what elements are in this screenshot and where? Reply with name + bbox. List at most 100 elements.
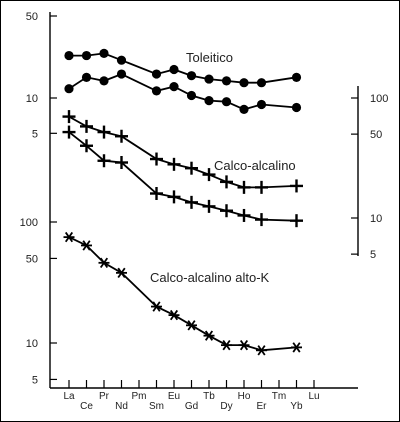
data-point [97, 125, 111, 139]
data-point [203, 330, 215, 341]
data-point [151, 301, 162, 312]
label-toleitico: Toleitico [186, 50, 233, 65]
data-point [185, 195, 198, 209]
data-point [220, 175, 233, 189]
x-tick-label: La [63, 391, 75, 402]
x-tick-label: Er [257, 401, 268, 412]
x-tick-label: Dy [220, 401, 232, 412]
y-tick-label: 100 [20, 217, 38, 229]
data-point [151, 86, 162, 96]
data-point [238, 339, 250, 351]
data-point [169, 64, 179, 75]
data-point [256, 99, 267, 110]
data-point [186, 90, 197, 101]
data-point [98, 257, 110, 269]
data-point [237, 180, 251, 194]
series-layer [62, 48, 303, 356]
data-point [81, 240, 92, 251]
data-point [256, 78, 267, 88]
data-point [290, 179, 303, 193]
data-point [255, 213, 268, 227]
data-point [62, 125, 76, 139]
data-point [115, 129, 128, 143]
y-tick-label: 10 [26, 93, 38, 105]
x-tick-label: Lu [308, 391, 319, 402]
data-point [239, 78, 249, 88]
data-point [256, 345, 267, 356]
y-tick-label: 100 [370, 93, 388, 105]
data-point [221, 339, 232, 351]
data-point [291, 102, 302, 113]
data-point [221, 76, 232, 86]
series-1-0 [62, 110, 303, 194]
data-point [186, 320, 197, 331]
x-tick-label: Gd [185, 401, 198, 412]
y-tick-label: 5 [32, 374, 38, 386]
data-point [62, 110, 76, 124]
data-point [81, 50, 92, 61]
data-point [99, 76, 109, 86]
data-point [221, 97, 232, 107]
y-tick-label: 10 [26, 338, 38, 350]
data-point [291, 72, 302, 82]
label-calco-alcalino-alto-k: Calco-alcalino alto-K [150, 270, 270, 285]
data-point [185, 161, 198, 175]
data-point [150, 152, 163, 166]
data-point [168, 309, 180, 321]
data-point [169, 82, 179, 92]
data-point [64, 50, 74, 61]
x-tick-label: Tm [272, 391, 286, 402]
series-0-1 [64, 69, 302, 114]
y-tick-label: 5 [370, 249, 376, 261]
data-point [64, 84, 74, 94]
data-point [150, 187, 163, 201]
y-tick-label: 50 [26, 253, 38, 265]
y-tick-label: 50 [370, 129, 382, 141]
data-point [290, 214, 303, 228]
data-point [202, 199, 216, 213]
data-point [99, 48, 109, 58]
data-point [167, 190, 181, 204]
data-point [204, 74, 214, 84]
data-point [204, 96, 214, 106]
data-point [291, 342, 302, 353]
data-point [202, 168, 216, 182]
x-tick-label: Pm [132, 391, 147, 402]
data-point [220, 204, 233, 218]
y-tick-label: 5 [32, 128, 38, 140]
data-point [116, 55, 127, 65]
data-point [81, 72, 92, 82]
series-line [68, 131, 297, 222]
data-point [151, 69, 162, 79]
x-tick-label: Eu [168, 391, 180, 402]
data-point [80, 139, 93, 153]
data-point [97, 154, 111, 168]
series-line [68, 236, 297, 352]
x-tick-label: Ce [80, 401, 93, 412]
data-point [237, 208, 251, 222]
data-point [186, 71, 197, 81]
data-point [115, 156, 128, 170]
y-tick-label: 10 [370, 213, 382, 225]
label-calco-alcalino: Calco-alcalino [214, 158, 296, 173]
x-tick-label: Ho [238, 391, 251, 402]
series-0-0 [64, 48, 302, 88]
x-tick-label: Pr [99, 391, 110, 402]
y-tick-label: 50 [26, 11, 38, 23]
x-tick-label: Yb [290, 401, 303, 412]
x-tick-label: Tb [203, 391, 215, 402]
data-point [80, 119, 93, 133]
labels-layer: Toleitico Calco-alcalino Calco-alcalino … [150, 50, 296, 285]
data-point [63, 231, 75, 243]
x-tick-label: Nd [115, 401, 128, 412]
data-point [116, 69, 127, 79]
series-2-0 [63, 231, 302, 356]
x-tick-label: Sm [149, 401, 164, 412]
data-point [239, 104, 249, 114]
data-point [167, 157, 181, 171]
data-point [116, 267, 127, 279]
series-1-1 [62, 125, 303, 228]
